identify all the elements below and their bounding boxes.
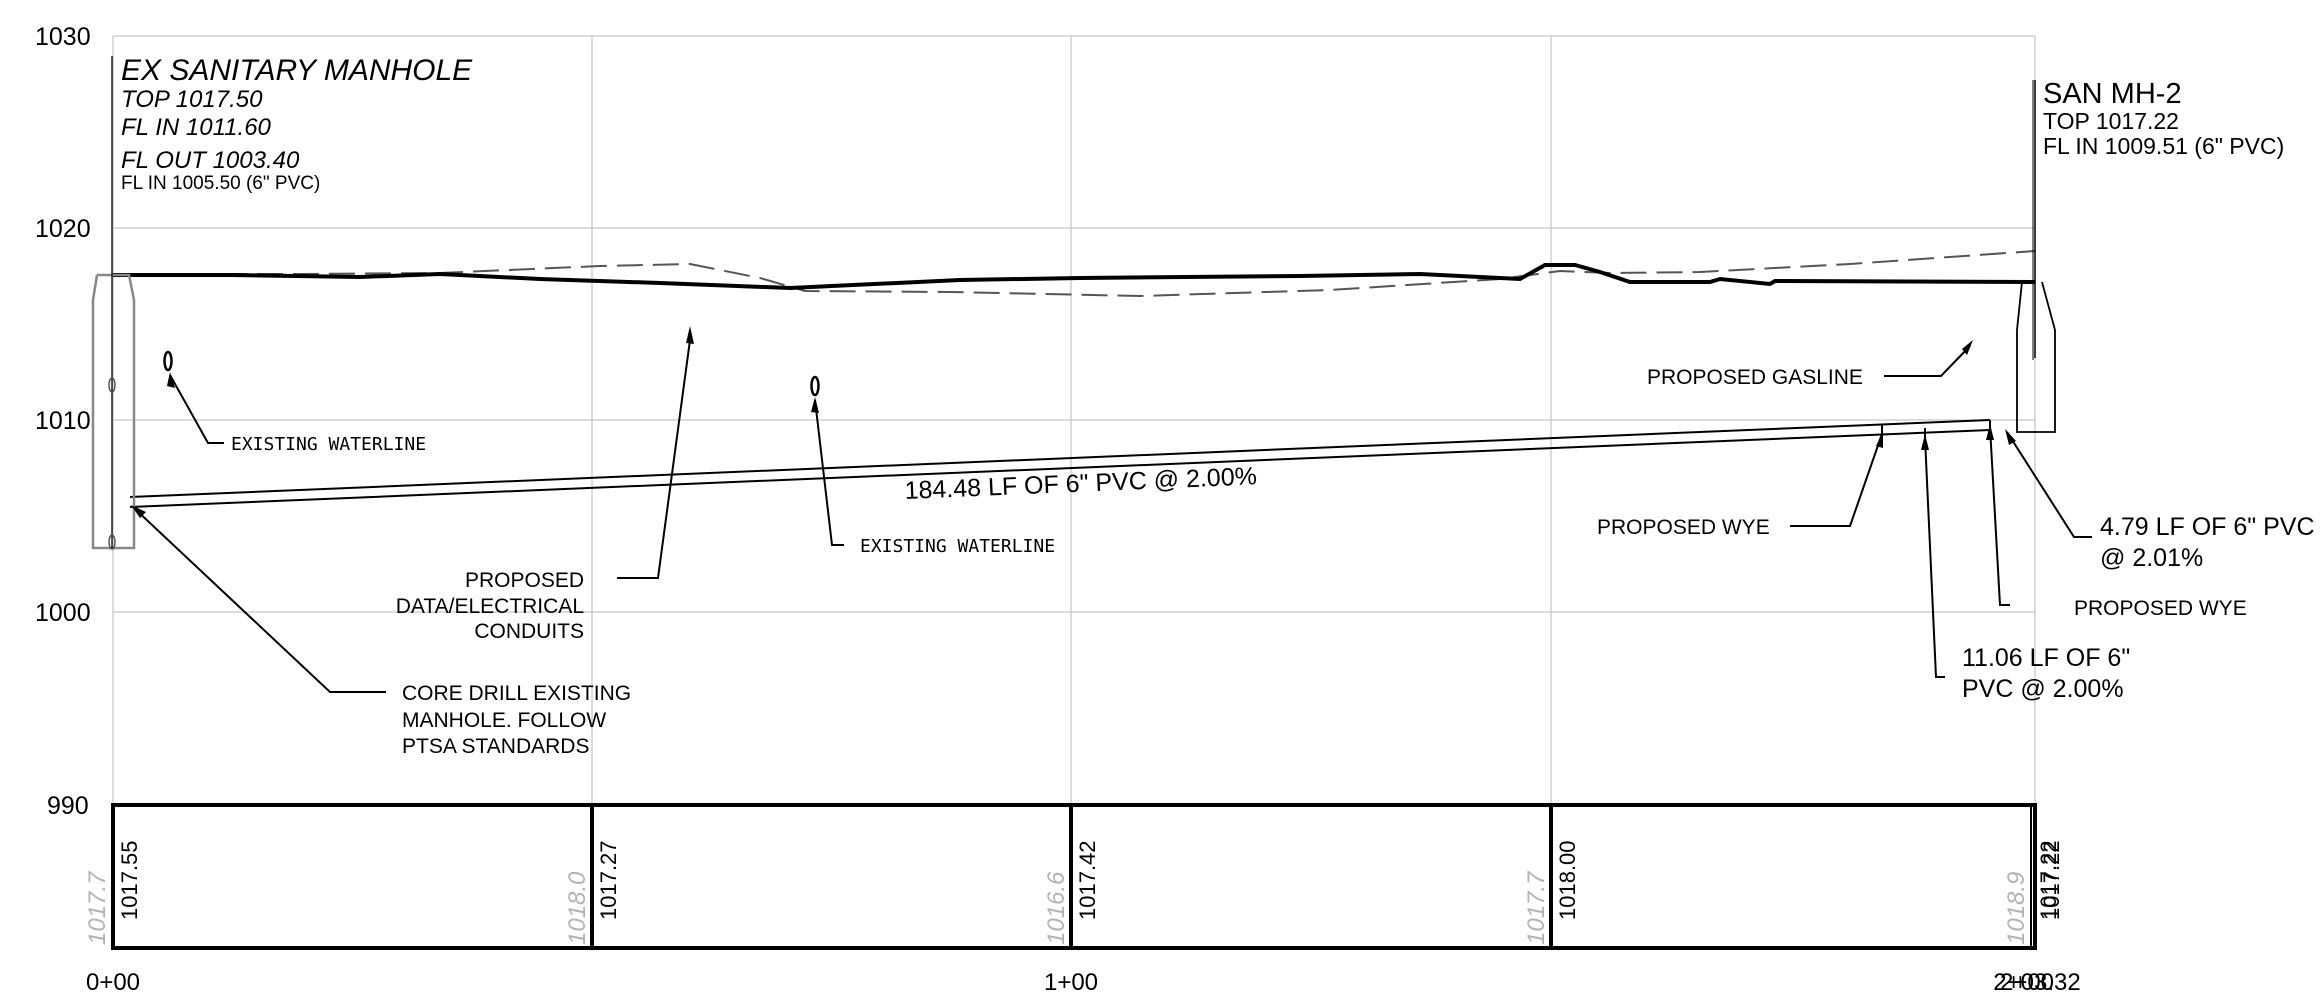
conduits-line-3: CONDUITS [474, 620, 584, 643]
existing-waterline-label-1: EXISTING WATERLINE [231, 434, 426, 455]
y-tick-1020: 1020 [35, 215, 91, 243]
existing-waterline-2-pipe [810, 375, 820, 397]
proposed-elev-2: 1017.42 [1075, 840, 1100, 920]
proposed-elev-5: 1017.22 [2039, 840, 2064, 920]
grid [112, 35, 2036, 805]
y-tick-1010: 1010 [35, 407, 91, 435]
conduits-line-1: PROPOSED [465, 569, 584, 592]
existing-manhole-fl-out: FL OUT 1003.40 [121, 147, 300, 174]
existing-ground-line [113, 250, 2036, 298]
proposed-elev-0: 1017.55 [117, 840, 142, 920]
san-mh2-fl-in: FL IN 1009.51 (6" PVC) [2043, 133, 2284, 159]
conduits-line-2: DATA/ELECTRICAL [396, 595, 584, 618]
san-mh2-title: SAN MH-2 [2043, 78, 2182, 110]
existing-manhole-title: EX SANITARY MANHOLE [121, 54, 473, 87]
y-tick-1000: 1000 [35, 599, 91, 627]
existing-elev-1: 1018.0 [564, 871, 591, 945]
existing-manhole-fl-in: FL IN 1011.60 [121, 114, 272, 141]
short-pipe-line-2: @ 2.01% [2100, 544, 2203, 572]
san-mh2-top: TOP 1017.22 [2043, 108, 2179, 134]
san-mh2-callout: SAN MH-2 TOP 1017.22 FL IN 1009.51 (6" P… [2043, 78, 2284, 159]
proposed-elev-3: 1018.00 [1555, 840, 1580, 920]
core-drill-line-1: CORE DRILL EXISTING [402, 682, 631, 705]
core-drill-line-2: MANHOLE. FOLLOW [402, 709, 606, 732]
gasline-label: PROPOSED GASLINE [1647, 366, 1863, 389]
existing-manhole-fl-in-pvc: FL IN 1005.50 (6" PVC) [121, 173, 320, 194]
existing-elev-0: 1017.7 [84, 870, 111, 945]
existing-manhole-callout: EX SANITARY MANHOLE TOP 1017.50 FL IN 10… [121, 54, 473, 194]
pipe-run-label: 184.48 LF OF 6" PVC @ 2.00% [904, 462, 1257, 505]
leader-lines [133, 339, 2092, 693]
sewer-pipe [129, 419, 1991, 508]
short-pipe-line-1: 4.79 LF OF 6" PVC [2100, 513, 2315, 541]
existing-elev-3: 1017.7 [1523, 870, 1550, 945]
san-mh2-shape [2016, 80, 2056, 433]
station-label-0: 0+00 [86, 969, 140, 993]
existing-waterline-label-2: EXISTING WATERLINE [860, 536, 1055, 557]
short-pipe-callout: 4.79 LF OF 6" PVC @ 2.01% [2100, 513, 2315, 572]
proposed-elev-4: 1017.22 [2036, 840, 2061, 920]
core-drill-callout: CORE DRILL EXISTING MANHOLE. FOLLOW PTSA… [402, 682, 631, 758]
mid-pipe-line-2: PVC @ 2.00% [1962, 675, 2124, 703]
mid-pipe-callout: 11.06 LF OF 6" PVC @ 2.00% [1962, 644, 2130, 703]
existing-elev-2: 1016.6 [1043, 871, 1070, 945]
proposed-elev-1: 1017.27 [596, 840, 621, 920]
y-tick-990: 990 [47, 792, 89, 820]
station-label-1: 1+00 [1044, 969, 1098, 993]
existing-manhole-shape [91, 56, 136, 550]
y-tick-1030: 1030 [35, 23, 91, 51]
station-label-2: 2+00 [2000, 969, 2054, 993]
existing-waterline-1-pipe [163, 350, 173, 372]
proposed-grade-line [113, 263, 2036, 291]
wye-label-1: PROPOSED WYE [1597, 516, 1770, 539]
leader-arrowheads [131, 326, 2016, 518]
mid-pipe-line-1: 11.06 LF OF 6" [1962, 644, 2130, 672]
existing-elev-4: 1018.9 [2003, 872, 2030, 945]
conduits-callout: PROPOSED DATA/ELECTRICAL CONDUITS [396, 569, 584, 643]
elevation-table [111, 803, 2037, 950]
core-drill-line-3: PTSA STANDARDS [402, 735, 589, 758]
y-axis-labels: 1030 1020 1010 1000 990 [35, 23, 91, 820]
station-label-3: 2+03.32 [1993, 969, 2080, 993]
existing-manhole-top: TOP 1017.50 [121, 86, 263, 113]
wye-label-2: PROPOSED WYE [2074, 597, 2247, 620]
